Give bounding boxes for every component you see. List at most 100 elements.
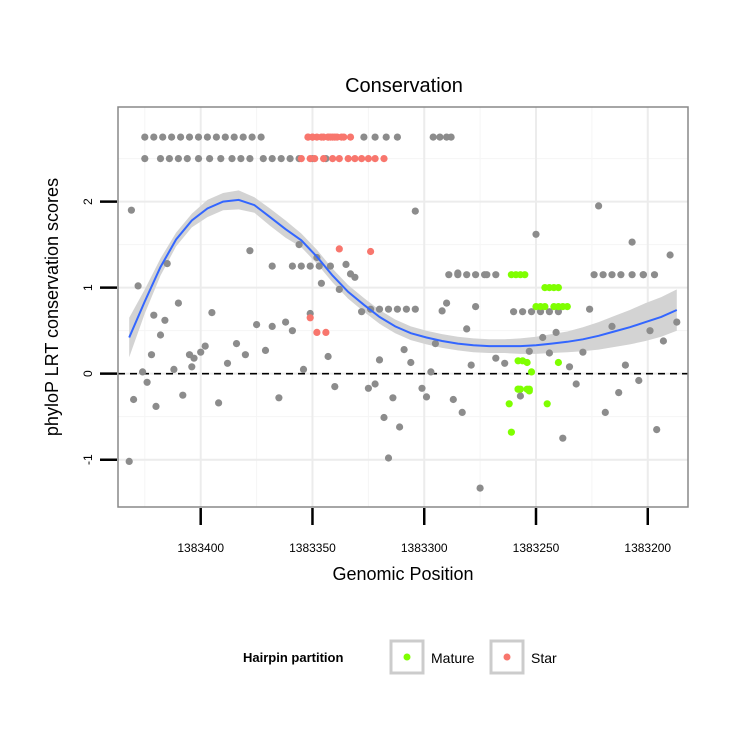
- point-other: [545, 308, 554, 316]
- point-other: [223, 359, 232, 367]
- point-other: [552, 328, 560, 336]
- point-other: [579, 348, 587, 356]
- point-other: [586, 305, 594, 313]
- point-other: [532, 230, 540, 238]
- point-star: [297, 155, 305, 163]
- point-star: [364, 155, 372, 163]
- point-mature: [521, 271, 529, 279]
- point-other: [666, 251, 674, 259]
- point-other: [429, 133, 437, 141]
- point-other: [527, 308, 536, 316]
- point-other: [621, 361, 630, 369]
- point-other: [342, 260, 350, 268]
- point-other: [565, 363, 574, 371]
- point-other: [396, 423, 404, 431]
- confidence-band-area: [129, 190, 677, 358]
- point-other: [393, 305, 401, 313]
- point-other: [608, 271, 616, 279]
- point-other: [239, 133, 247, 141]
- point-other: [407, 358, 415, 367]
- point-other: [179, 391, 187, 399]
- point-mature: [554, 358, 563, 367]
- point-other: [335, 285, 343, 293]
- point-other: [639, 271, 647, 279]
- point-other: [208, 309, 216, 317]
- point-other: [382, 133, 390, 141]
- point-other: [152, 402, 160, 410]
- series-star: [297, 133, 388, 336]
- point-star: [329, 155, 337, 163]
- point-star: [371, 155, 379, 163]
- point-other: [463, 271, 471, 279]
- point-other: [170, 365, 178, 373]
- plot-area: [117, 106, 689, 508]
- point-other: [659, 337, 668, 345]
- point-other: [536, 308, 545, 316]
- point-star: [324, 133, 332, 141]
- point-other: [635, 376, 643, 385]
- point-other: [190, 354, 198, 362]
- point-other: [400, 346, 408, 354]
- point-other: [375, 305, 384, 313]
- point-other: [268, 322, 276, 330]
- point-other: [217, 155, 225, 163]
- point-other: [351, 273, 359, 281]
- point-other: [295, 241, 303, 249]
- x-tick-label: 1383200: [624, 541, 671, 555]
- point-other: [197, 348, 205, 356]
- point-other: [545, 349, 554, 357]
- point-other: [183, 155, 191, 163]
- point-other: [554, 308, 563, 316]
- point-other: [241, 351, 249, 359]
- point-other: [646, 327, 654, 335]
- point-other: [472, 303, 480, 311]
- point-other: [324, 352, 332, 361]
- point-star: [367, 247, 375, 256]
- point-other: [261, 346, 270, 354]
- point-mature: [527, 368, 536, 376]
- y-tick-label: 1: [81, 284, 95, 291]
- point-other: [127, 206, 135, 214]
- point-other: [653, 426, 661, 434]
- point-other: [221, 133, 229, 141]
- point-other: [481, 271, 489, 279]
- point-star: [313, 328, 321, 336]
- point-other: [458, 408, 466, 416]
- point-other: [449, 395, 457, 404]
- point-star: [322, 328, 330, 336]
- point-other: [492, 271, 500, 279]
- point-mature: [541, 303, 549, 311]
- point-other: [185, 133, 194, 141]
- point-other: [259, 155, 267, 163]
- point-other: [519, 308, 527, 316]
- point-other: [288, 327, 296, 335]
- confidence-band: [129, 190, 677, 358]
- point-other: [161, 316, 169, 324]
- point-other: [431, 340, 439, 348]
- point-other: [492, 354, 500, 362]
- legend-title: Hairpin partition: [243, 650, 343, 665]
- point-other: [380, 413, 388, 422]
- point-other: [177, 133, 185, 141]
- point-other: [299, 365, 308, 373]
- y-tick-label: -1: [81, 454, 95, 465]
- point-other: [559, 434, 567, 442]
- point-star: [344, 155, 352, 163]
- point-other: [174, 299, 182, 307]
- point-other: [188, 363, 196, 371]
- plot-panel: [118, 107, 688, 507]
- legend-key-mature-box: [389, 639, 425, 675]
- point-other: [364, 384, 372, 392]
- point-mature: [543, 400, 551, 408]
- point-other: [268, 262, 276, 270]
- legend-label-star: Star: [531, 650, 557, 666]
- y-tick-label: 2: [81, 198, 95, 205]
- point-other: [246, 155, 254, 163]
- point-star: [358, 155, 366, 163]
- point-other: [411, 305, 419, 313]
- point-star: [306, 314, 314, 322]
- point-other: [297, 262, 305, 270]
- point-other: [384, 454, 393, 462]
- point-other: [393, 133, 401, 141]
- point-mature: [507, 428, 515, 436]
